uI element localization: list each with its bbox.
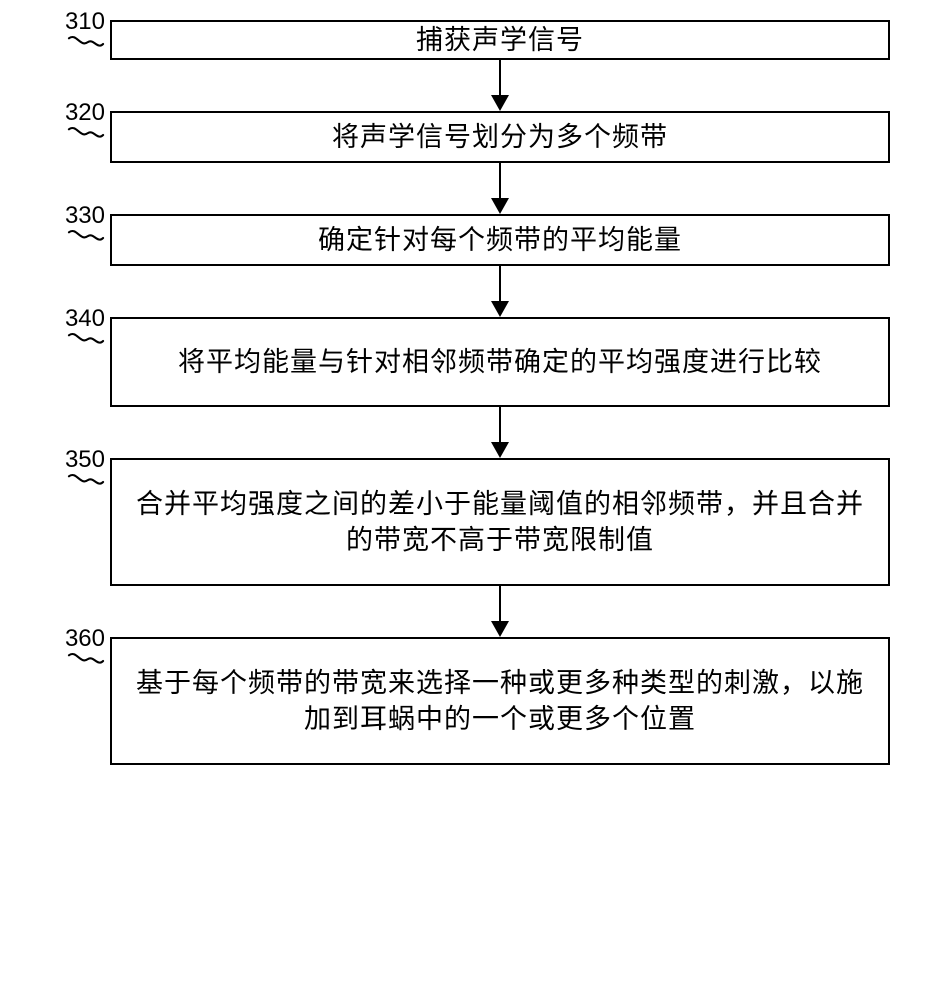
node-label-callout: 310 — [25, 8, 105, 54]
flow-node: 330确定针对每个频带的平均能量 — [110, 214, 890, 266]
node-label-callout: 350 — [25, 446, 105, 492]
arrow-down-icon — [491, 95, 509, 111]
node-label: 310 — [65, 8, 105, 36]
arrow-down-icon — [491, 621, 509, 637]
flow-node: 360基于每个频带的带宽来选择一种或更多种类型的刺激，以施加到耳蜗中的一个或更多… — [110, 637, 890, 765]
node-label: 360 — [65, 625, 105, 653]
node-label: 350 — [65, 446, 105, 474]
node-label-callout: 330 — [25, 202, 105, 248]
arrow-down-icon — [491, 442, 509, 458]
node-label: 330 — [65, 202, 105, 230]
flow-arrow — [491, 586, 509, 637]
flow-box-text: 合并平均强度之间的差小于能量阈值的相邻频带，并且合并的带宽不高于带宽限制值 — [132, 486, 868, 559]
node-label: 340 — [65, 305, 105, 333]
node-label-callout: 320 — [25, 99, 105, 145]
flow-box: 将平均能量与针对相邻频带确定的平均强度进行比较 — [110, 317, 890, 407]
flow-box-text: 基于每个频带的带宽来选择一种或更多种类型的刺激，以施加到耳蜗中的一个或更多个位置 — [132, 665, 868, 738]
flow-node: 350合并平均强度之间的差小于能量阈值的相邻频带，并且合并的带宽不高于带宽限制值 — [110, 458, 890, 586]
flow-node: 310捕获声学信号 — [110, 20, 890, 60]
node-label-callout: 340 — [25, 305, 105, 351]
flow-box-text: 将平均能量与针对相邻频带确定的平均强度进行比较 — [178, 344, 822, 380]
flow-arrow — [491, 407, 509, 458]
flow-node: 340将平均能量与针对相邻频带确定的平均强度进行比较 — [110, 317, 890, 407]
node-label: 320 — [65, 99, 105, 127]
node-label-callout: 360 — [25, 625, 105, 671]
arrow-down-icon — [491, 301, 509, 317]
flow-box-text: 捕获声学信号 — [416, 22, 584, 58]
flowchart-container: 310捕获声学信号 320将声学信号划分为多个频带 330确定针对每个频带的平均能量… — [110, 20, 890, 765]
flow-arrow — [491, 60, 509, 111]
flow-arrow — [491, 163, 509, 214]
flow-node: 320将声学信号划分为多个频带 — [110, 111, 890, 163]
flow-box: 将声学信号划分为多个频带 — [110, 111, 890, 163]
flow-box: 捕获声学信号 — [110, 20, 890, 60]
flow-box: 合并平均强度之间的差小于能量阈值的相邻频带，并且合并的带宽不高于带宽限制值 — [110, 458, 890, 586]
flow-box: 基于每个频带的带宽来选择一种或更多种类型的刺激，以施加到耳蜗中的一个或更多个位置 — [110, 637, 890, 765]
flow-arrow — [491, 266, 509, 317]
flow-box: 确定针对每个频带的平均能量 — [110, 214, 890, 266]
arrow-down-icon — [491, 198, 509, 214]
flow-box-text: 将声学信号划分为多个频带 — [332, 119, 668, 155]
flow-box-text: 确定针对每个频带的平均能量 — [318, 222, 682, 258]
